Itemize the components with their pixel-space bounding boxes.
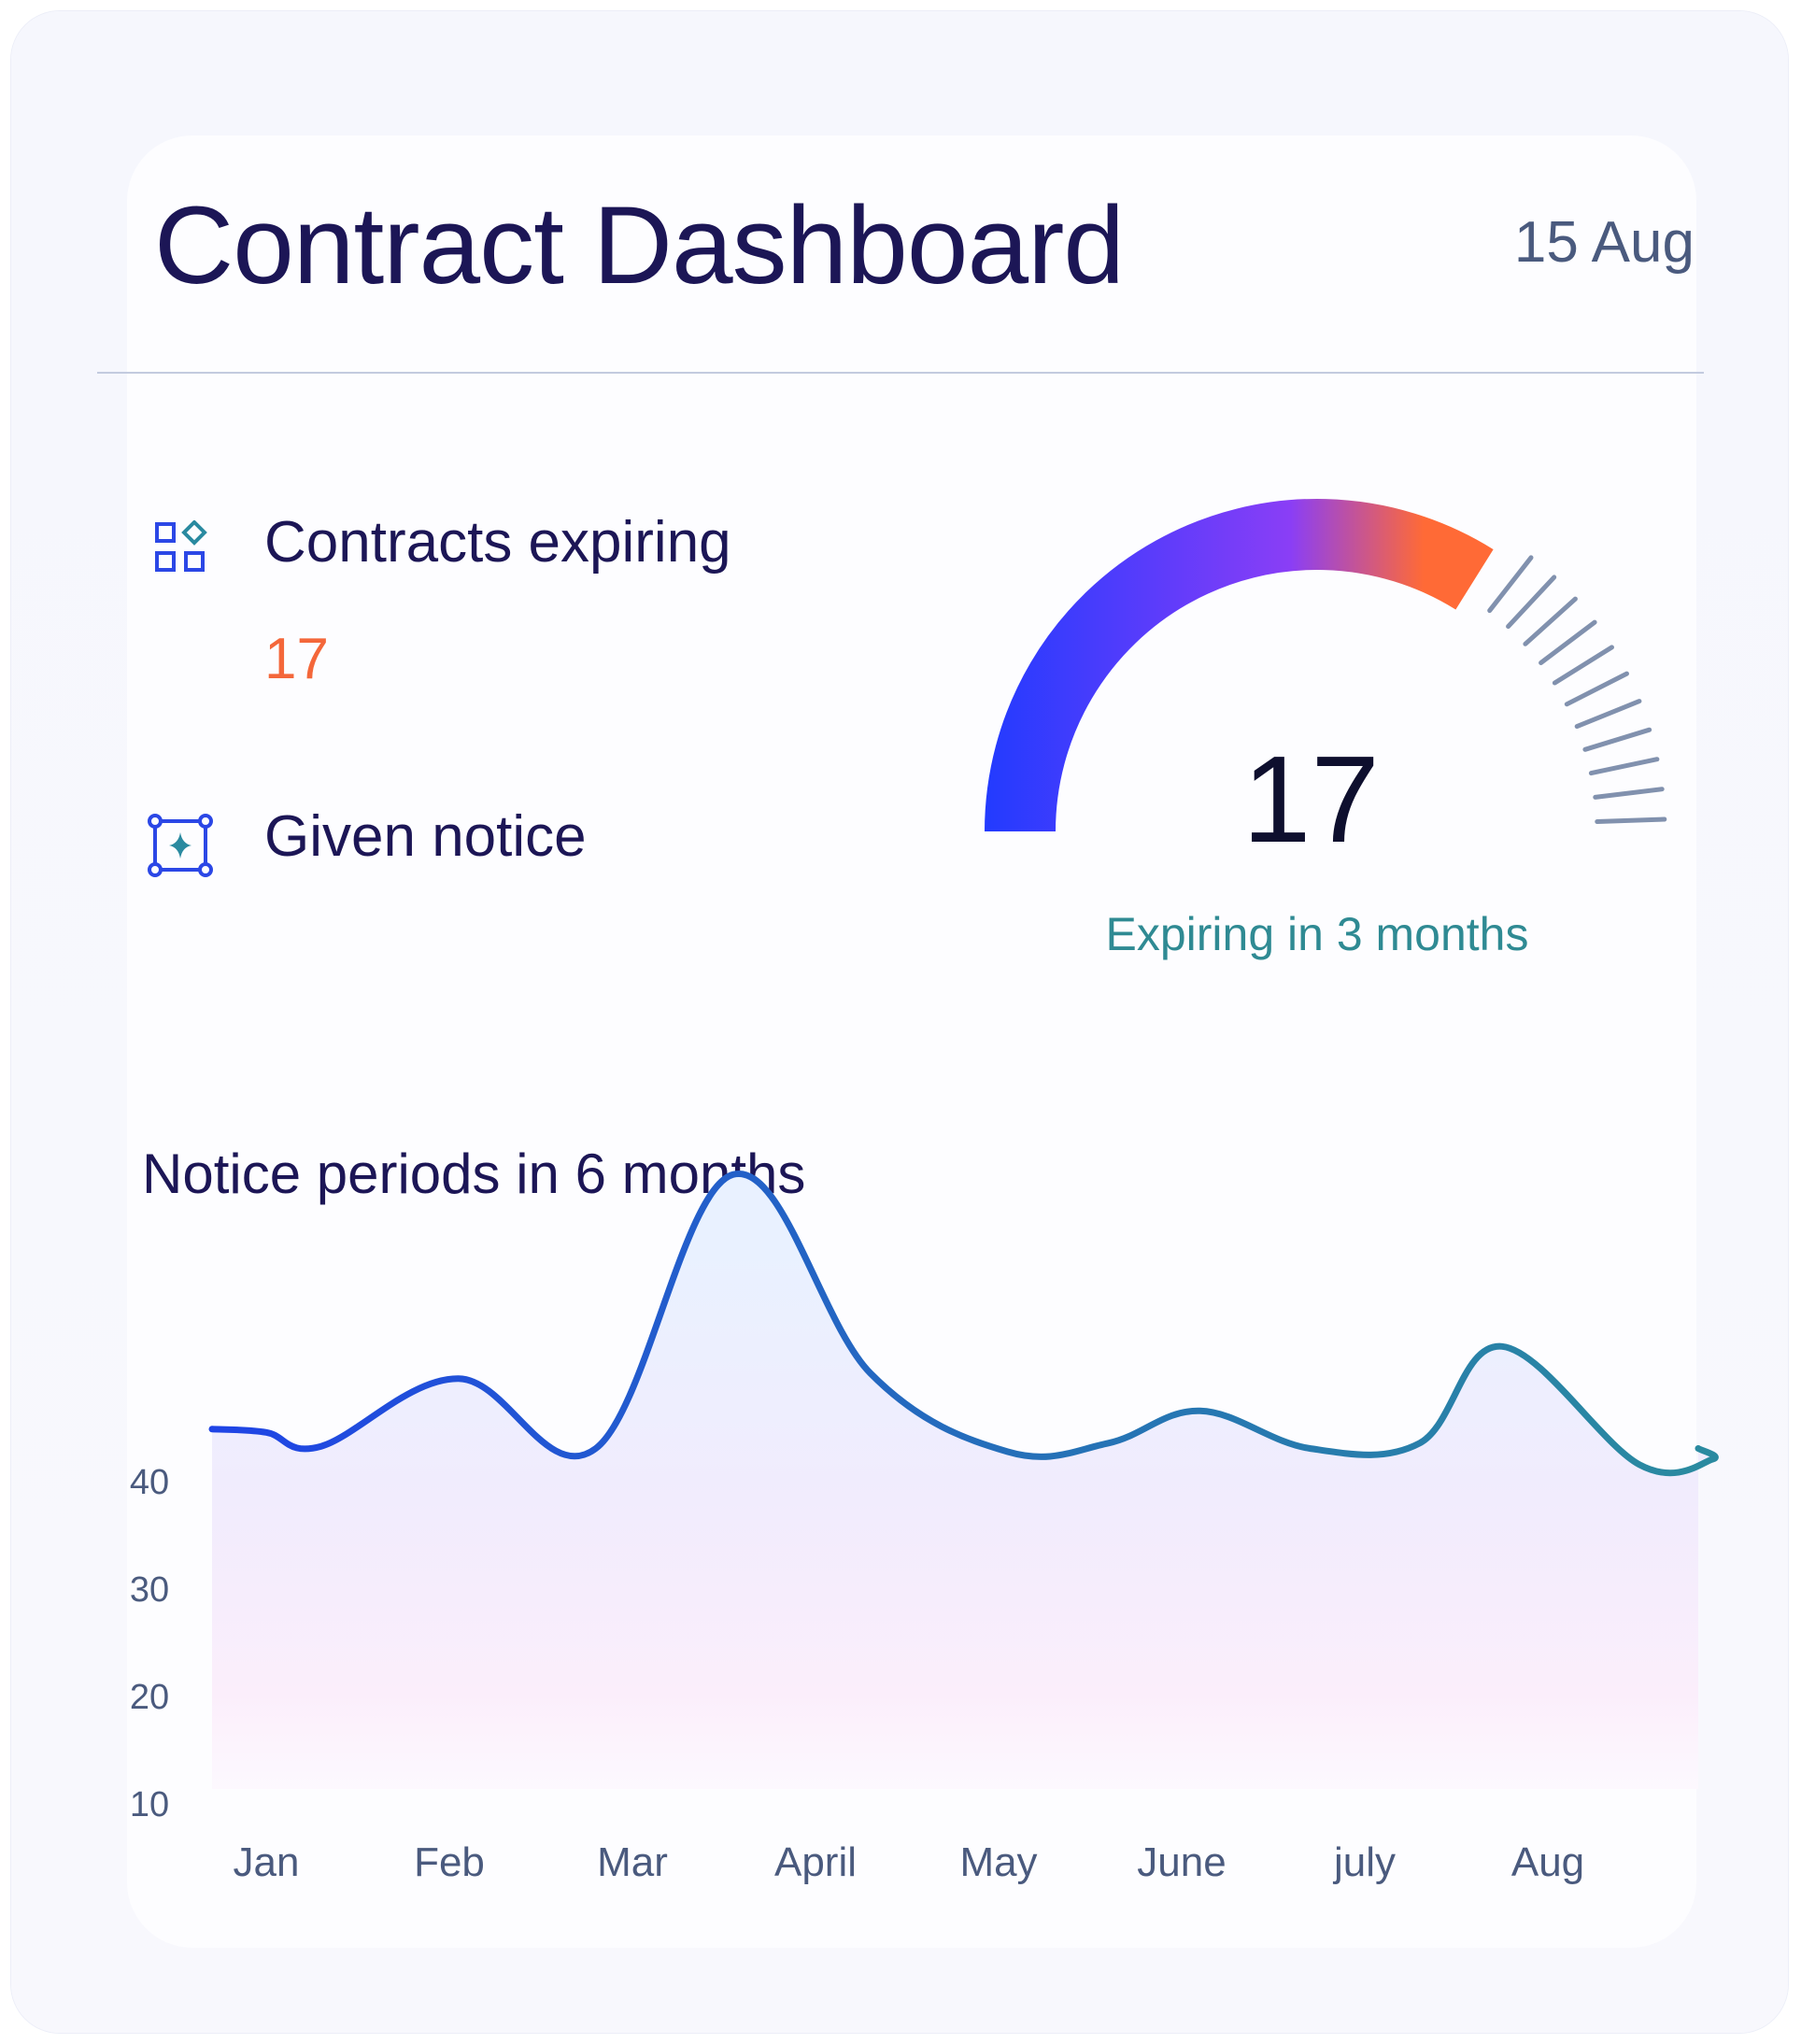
gauge-caption: Expiring in 3 months <box>1105 908 1529 960</box>
given-notice-label: Given notice <box>264 804 587 869</box>
y-tick-label: 20 <box>130 1678 169 1717</box>
gauge-tick <box>1523 596 1578 646</box>
gauge-progress-arc <box>985 498 1494 832</box>
chart-series-line <box>208 1171 1719 1477</box>
contracts-expiring-value: 17 <box>264 627 329 691</box>
grid-shapes-icon <box>155 520 207 572</box>
gauge-tick <box>1506 575 1557 630</box>
x-tick-label: Aug <box>1511 1839 1584 1885</box>
x-tick-label: May <box>959 1839 1037 1885</box>
chart-title: Notice periods in 6 months <box>142 1143 806 1205</box>
gauge-tick <box>1552 645 1614 686</box>
page-title: Contract Dashboard <box>154 184 1125 307</box>
x-tick-label: Feb <box>414 1839 485 1885</box>
gauge-tick <box>1582 727 1652 752</box>
chart-area-fill <box>212 1173 1716 1789</box>
x-tick-label: july <box>1332 1839 1396 1885</box>
y-axis-ticks: 40 30 20 10 <box>130 1463 169 1824</box>
header-divider <box>97 372 1704 374</box>
x-tick-label: Mar <box>597 1839 668 1885</box>
gauge-tick <box>1595 816 1667 824</box>
y-tick-label: 30 <box>130 1570 169 1610</box>
contracts-expiring-label: Contracts expiring <box>264 510 731 575</box>
gauge-value: 17 <box>1242 731 1380 868</box>
gauge-tick-marks <box>1487 555 1667 824</box>
gauge-tick <box>1564 671 1629 707</box>
x-tick-label: June <box>1137 1839 1226 1885</box>
gauge-tick <box>1593 787 1665 800</box>
x-tick-label: Jan <box>234 1839 300 1885</box>
y-tick-label: 40 <box>130 1463 169 1502</box>
y-tick-label: 10 <box>130 1785 169 1824</box>
expiring-gauge <box>985 498 1667 832</box>
frame-sparkle-icon <box>148 814 213 877</box>
gauge-tick <box>1539 619 1597 665</box>
gauge-tick <box>1487 555 1534 614</box>
gauge-tick <box>1588 757 1660 776</box>
x-tick-label: April <box>774 1839 857 1885</box>
x-axis-ticks: Jan Feb Mar April May June july Aug <box>234 1839 1585 1885</box>
current-date: 15 Aug <box>1513 210 1695 275</box>
gauge-tick <box>1574 699 1642 730</box>
